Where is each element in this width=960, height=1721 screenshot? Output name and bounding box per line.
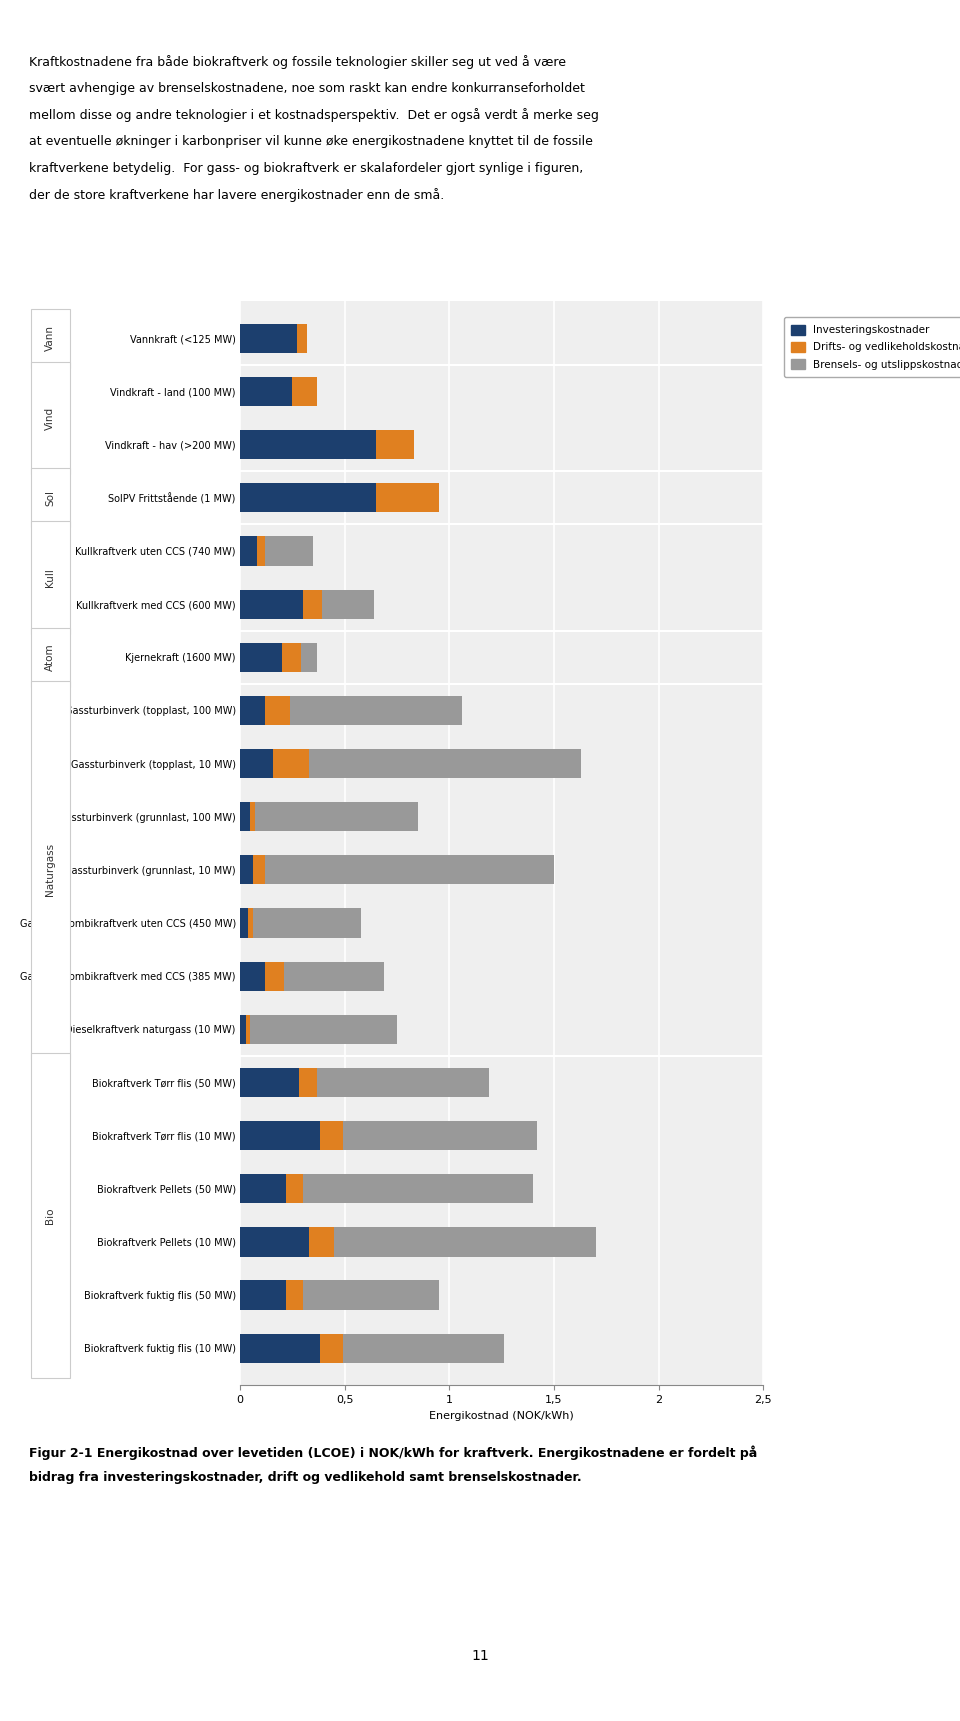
Bar — [343, 1120, 538, 1150]
Bar — [240, 537, 256, 566]
Text: Atom: Atom — [45, 644, 56, 671]
X-axis label: Energikostnad (NOK/kWh): Energikostnad (NOK/kWh) — [429, 1411, 574, 1420]
Bar — [240, 1334, 320, 1363]
Text: Vann: Vann — [45, 325, 56, 351]
Bar — [31, 361, 70, 475]
Bar — [302, 1174, 533, 1203]
Text: Sol: Sol — [45, 490, 56, 506]
Bar — [376, 484, 439, 513]
Bar — [240, 642, 282, 671]
Bar — [240, 430, 376, 460]
Bar — [265, 855, 554, 885]
Text: 11: 11 — [471, 1649, 489, 1662]
Bar — [292, 377, 318, 406]
Text: bidrag fra investeringskostnader, drift og vedlikehold samt brenselskostnader.: bidrag fra investeringskostnader, drift … — [29, 1471, 582, 1485]
Bar — [240, 590, 302, 620]
Bar — [240, 1280, 286, 1310]
Bar — [31, 628, 70, 687]
Bar — [247, 1015, 251, 1045]
Bar — [290, 695, 462, 725]
Bar — [265, 537, 313, 566]
Text: der de store kraftverkene har lavere energikostnader enn de små.: der de store kraftverkene har lavere ene… — [29, 188, 444, 203]
Bar — [240, 1120, 320, 1150]
Text: Vind: Vind — [45, 406, 56, 430]
Bar — [274, 749, 309, 778]
Bar — [343, 1334, 504, 1363]
Bar — [31, 1053, 70, 1379]
Bar — [240, 1227, 309, 1256]
Bar — [31, 468, 70, 527]
Bar — [265, 962, 284, 991]
Text: Naturgass: Naturgass — [45, 843, 56, 897]
Bar — [240, 962, 265, 991]
Text: at eventuelle økninger i karbonpriser vil kunne øke energikostnadene knyttet til: at eventuelle økninger i karbonpriser vi… — [29, 134, 592, 148]
Bar — [309, 749, 581, 778]
Text: kraftverkene betydelig.  For gass- og biokraftverk er skalafordeler gjort synlig: kraftverkene betydelig. For gass- og bio… — [29, 162, 583, 176]
Bar — [300, 642, 318, 671]
Bar — [240, 1067, 299, 1096]
Text: Kull: Kull — [45, 568, 56, 587]
Bar — [251, 1015, 397, 1045]
Bar — [252, 909, 361, 938]
Bar — [240, 695, 265, 725]
Bar — [320, 1120, 343, 1150]
Bar — [302, 590, 322, 620]
Bar — [376, 430, 414, 460]
Bar — [249, 909, 252, 938]
Bar — [240, 749, 274, 778]
Bar — [240, 802, 251, 831]
Bar — [299, 1067, 318, 1096]
Bar — [286, 1280, 302, 1310]
Bar — [322, 590, 374, 620]
Legend: Investeringskostnader, Drifts- og vedlikeholdskostnader, Brensels- og utslippsko: Investeringskostnader, Drifts- og vedlik… — [784, 317, 960, 377]
Bar — [31, 308, 70, 368]
Bar — [240, 909, 249, 938]
Bar — [286, 1174, 302, 1203]
Text: svært avhengige av brenselskostnadene, noe som raskt kan endre konkurranseforhol: svært avhengige av brenselskostnadene, n… — [29, 81, 585, 95]
Bar — [256, 537, 265, 566]
Bar — [297, 324, 307, 353]
Bar — [240, 1174, 286, 1203]
Bar — [254, 802, 418, 831]
Bar — [302, 1280, 439, 1310]
Bar — [252, 855, 265, 885]
Bar — [318, 1067, 489, 1096]
Bar — [265, 695, 290, 725]
Bar — [31, 521, 70, 633]
Bar — [282, 642, 300, 671]
Bar — [240, 484, 376, 513]
Bar — [251, 802, 254, 831]
Bar — [31, 682, 70, 1058]
Text: Bio: Bio — [45, 1206, 56, 1224]
Bar — [320, 1334, 343, 1363]
Text: Kraftkostnadene fra både biokraftverk og fossile teknologier skiller seg ut ved : Kraftkostnadene fra både biokraftverk og… — [29, 55, 565, 69]
Bar — [240, 1015, 247, 1045]
Bar — [240, 855, 252, 885]
Text: mellom disse og andre teknologier i et kostnadsperspektiv.  Det er også verdt å : mellom disse og andre teknologier i et k… — [29, 108, 599, 122]
Bar — [334, 1227, 596, 1256]
Bar — [284, 962, 384, 991]
Text: Figur 2-1 Energikostnad over levetiden (LCOE) i NOK/kWh for kraftverk. Energikos: Figur 2-1 Energikostnad over levetiden (… — [29, 1446, 757, 1459]
Bar — [240, 377, 292, 406]
Bar — [240, 324, 297, 353]
Bar — [309, 1227, 334, 1256]
